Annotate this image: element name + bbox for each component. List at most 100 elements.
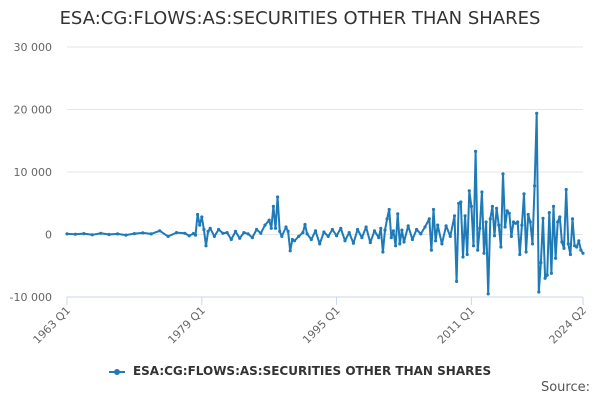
data-point[interactable]	[356, 227, 360, 232]
data-point[interactable]	[476, 248, 480, 252]
data-point[interactable]	[518, 252, 522, 257]
data-point[interactable]	[124, 233, 128, 237]
data-point[interactable]	[533, 184, 537, 188]
data-point[interactable]	[368, 241, 372, 245]
data-point[interactable]	[271, 204, 275, 208]
data-point[interactable]	[507, 211, 511, 215]
data-point[interactable]	[556, 220, 560, 224]
data-point[interactable]	[545, 273, 549, 277]
data-point[interactable]	[149, 232, 153, 236]
data-point[interactable]	[90, 233, 94, 237]
data-point[interactable]	[330, 227, 334, 232]
data-point[interactable]	[406, 224, 410, 228]
data-point[interactable]	[505, 209, 509, 213]
data-point[interactable]	[221, 231, 225, 235]
data-point[interactable]	[558, 215, 562, 219]
data-point[interactable]	[549, 271, 554, 275]
data-point[interactable]	[461, 255, 465, 259]
data-point[interactable]	[554, 256, 558, 260]
data-point[interactable]	[193, 233, 198, 237]
data-point[interactable]	[448, 234, 452, 238]
data-point[interactable]	[474, 149, 478, 153]
data-point[interactable]	[400, 228, 404, 232]
data-point[interactable]	[564, 187, 568, 192]
data-point[interactable]	[434, 239, 438, 243]
data-point[interactable]	[301, 231, 305, 235]
data-point[interactable]	[509, 234, 513, 238]
data-point[interactable]	[543, 276, 547, 280]
data-point[interactable]	[526, 212, 530, 217]
data-point[interactable]	[233, 229, 238, 233]
data-point[interactable]	[360, 236, 364, 240]
data-point[interactable]	[465, 252, 469, 257]
data-point[interactable]	[581, 251, 585, 255]
data-point[interactable]	[547, 211, 551, 215]
data-point[interactable]	[326, 234, 330, 238]
data-point[interactable]	[436, 223, 440, 227]
data-point[interactable]	[503, 225, 507, 229]
credits-link[interactable]: Source:	[540, 380, 590, 395]
data-point[interactable]	[381, 250, 385, 254]
data-point[interactable]	[196, 212, 200, 217]
data-point[interactable]	[469, 204, 473, 208]
data-point[interactable]	[217, 227, 221, 232]
data-point[interactable]	[204, 244, 208, 248]
data-point[interactable]	[259, 231, 263, 235]
data-point[interactable]	[440, 242, 444, 246]
data-point[interactable]	[568, 252, 573, 257]
data-point[interactable]	[459, 200, 463, 204]
data-point[interactable]	[255, 227, 259, 232]
data-point[interactable]	[488, 217, 492, 221]
data-point[interactable]	[198, 223, 202, 227]
data-point[interactable]	[524, 250, 528, 254]
data-point[interactable]	[229, 237, 233, 242]
data-point[interactable]	[183, 231, 187, 235]
data-point[interactable]	[288, 249, 292, 253]
data-point[interactable]	[246, 232, 250, 236]
data-point[interactable]	[480, 190, 484, 194]
data-point[interactable]	[269, 226, 273, 230]
data-point[interactable]	[65, 232, 69, 236]
data-point[interactable]	[387, 207, 391, 212]
data-point[interactable]	[278, 229, 282, 233]
data-point[interactable]	[535, 111, 539, 115]
data-point[interactable]	[364, 225, 368, 229]
data-point[interactable]	[280, 234, 284, 238]
data-point[interactable]	[158, 229, 162, 233]
data-point[interactable]	[372, 229, 377, 233]
legend[interactable]: ESA:CG:FLOWS:AS:SECURITIES OTHER THAN SH…	[0, 364, 600, 378]
data-point[interactable]	[431, 207, 436, 212]
data-point[interactable]	[286, 229, 290, 233]
data-point[interactable]	[520, 223, 524, 227]
data-point[interactable]	[452, 214, 457, 218]
data-point[interactable]	[562, 246, 566, 250]
data-point[interactable]	[427, 217, 431, 221]
data-point[interactable]	[419, 232, 423, 236]
data-point[interactable]	[141, 231, 145, 235]
data-point[interactable]	[539, 261, 543, 265]
data-point[interactable]	[410, 237, 414, 242]
data-point[interactable]	[225, 231, 229, 235]
data-point[interactable]	[551, 204, 556, 208]
data-point[interactable]	[174, 231, 179, 235]
data-point[interactable]	[343, 239, 347, 243]
data-point[interactable]	[309, 237, 313, 242]
data-point[interactable]	[528, 220, 532, 224]
data-point[interactable]	[394, 244, 398, 248]
data-point[interactable]	[208, 226, 212, 230]
data-point[interactable]	[318, 242, 322, 246]
data-point[interactable]	[566, 242, 570, 246]
data-point[interactable]	[444, 224, 448, 228]
data-point[interactable]	[297, 234, 301, 238]
data-point[interactable]	[292, 239, 297, 243]
series-line[interactable]	[66, 112, 584, 295]
data-point[interactable]	[273, 226, 278, 230]
data-point[interactable]	[389, 236, 393, 240]
data-point[interactable]	[238, 236, 242, 240]
data-point[interactable]	[313, 229, 318, 233]
data-point[interactable]	[495, 206, 499, 210]
data-point[interactable]	[455, 279, 459, 283]
data-point[interactable]	[478, 226, 482, 230]
data-point[interactable]	[575, 245, 579, 249]
data-point[interactable]	[471, 244, 476, 248]
